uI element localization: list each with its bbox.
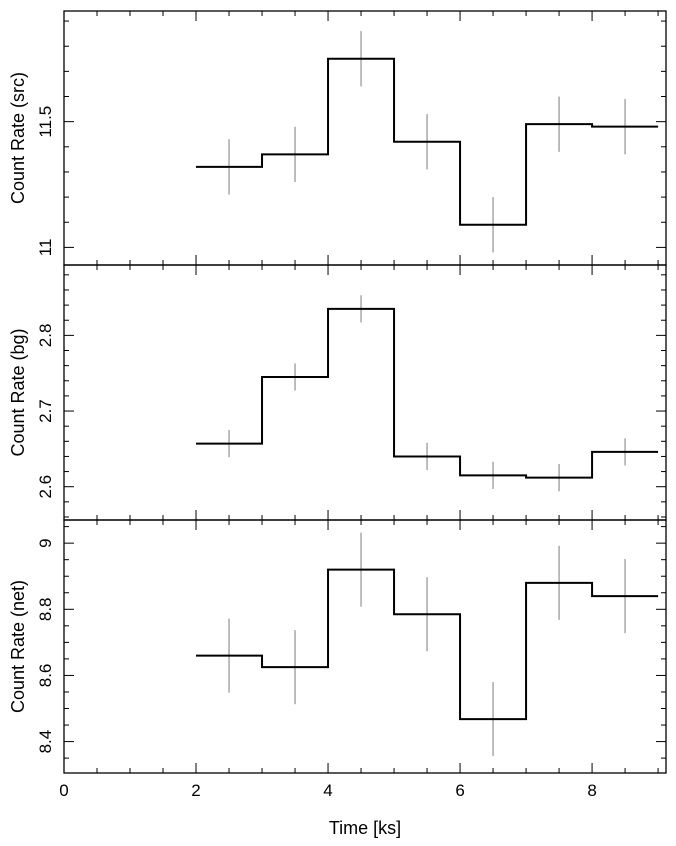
y-tick-label: 8.6 xyxy=(36,664,55,688)
step-line xyxy=(196,568,659,721)
plot-frame xyxy=(63,10,667,266)
x-tick-label: 0 xyxy=(59,781,68,800)
y-tick-label: 2.8 xyxy=(36,324,55,348)
y-axis-title: Count Rate (bg) xyxy=(8,328,28,456)
plot-frame xyxy=(63,519,667,774)
x-tick-label: 6 xyxy=(455,781,464,800)
y-axis-title: Count Rate (net) xyxy=(8,580,28,713)
y-tick-label: 8.4 xyxy=(36,730,55,754)
y-tick-label: 2.6 xyxy=(36,475,55,499)
x-tick-label: 2 xyxy=(191,781,200,800)
y-tick-label: 9 xyxy=(36,538,55,547)
y-tick-label: 2.7 xyxy=(36,399,55,423)
x-tick-label: 4 xyxy=(323,781,332,800)
y-tick-label: 8.8 xyxy=(36,597,55,621)
y-tick-label: 11.5 xyxy=(36,106,55,138)
x-tick-label: 8 xyxy=(587,781,596,800)
panel-3: 8.4 8.6 8.8 9 Count Rate (net) xyxy=(8,519,667,774)
panel-2: 2.6 2.7 2.8 Count Rate (bg) xyxy=(8,264,667,521)
step-line xyxy=(196,57,659,226)
x-axis-title: Time [ks] xyxy=(329,818,401,838)
y-tick-label: 11 xyxy=(36,239,55,257)
plot-frame xyxy=(63,264,667,521)
step-line xyxy=(196,307,659,479)
y-axis-title: Count Rate (src) xyxy=(8,72,28,204)
panel-1: 11 11.5 Count Rate (src) xyxy=(8,10,667,266)
